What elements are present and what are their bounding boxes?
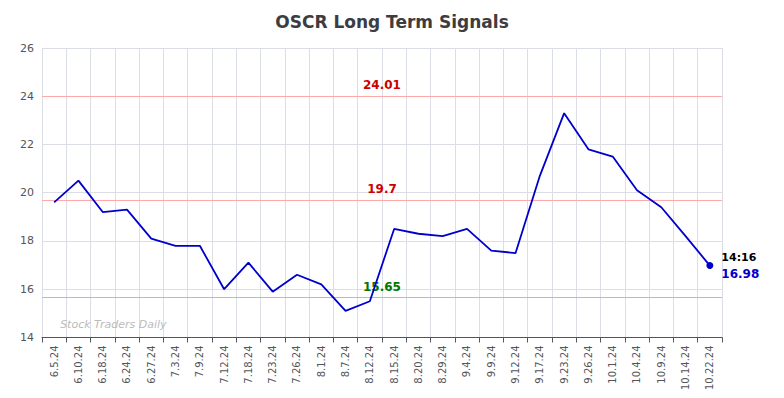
svg-text:6.18.24: 6.18.24 [97,345,108,383]
svg-text:6.10.24: 6.10.24 [73,345,84,383]
svg-text:8.29.24: 8.29.24 [437,345,448,383]
svg-text:8.15.24: 8.15.24 [389,345,400,383]
svg-text:8.20.24: 8.20.24 [413,345,424,383]
svg-text:7.9.24: 7.9.24 [194,345,205,377]
svg-text:16.98: 16.98 [721,267,759,281]
svg-text:8.12.24: 8.12.24 [364,345,375,383]
svg-text:9.12.24: 9.12.24 [510,345,521,383]
svg-text:6.27.24: 6.27.24 [146,345,157,383]
svg-text:16: 16 [20,283,34,296]
svg-text:10.22.24: 10.22.24 [704,345,715,390]
svg-text:9.26.24: 9.26.24 [583,345,594,383]
svg-text:10.9.24: 10.9.24 [656,345,667,383]
svg-text:7.3.24: 7.3.24 [170,345,181,377]
svg-text:14: 14 [20,331,34,344]
svg-text:OSCR Long Term Signals: OSCR Long Term Signals [275,12,509,32]
svg-text:9.17.24: 9.17.24 [534,345,545,383]
svg-text:14:16: 14:16 [721,251,756,264]
svg-text:9.9.24: 9.9.24 [486,345,497,377]
svg-text:19.7: 19.7 [367,182,397,196]
svg-text:Stock Traders Daily: Stock Traders Daily [60,318,167,331]
svg-text:8.7.24: 8.7.24 [340,345,351,377]
svg-text:8.1.24: 8.1.24 [316,345,327,377]
svg-text:7.26.24: 7.26.24 [291,345,302,383]
svg-text:9.4.24: 9.4.24 [461,345,472,377]
svg-text:7.23.24: 7.23.24 [267,345,278,383]
svg-text:7.12.24: 7.12.24 [219,345,230,383]
svg-text:6.24.24: 6.24.24 [121,345,132,383]
svg-text:9.23.24: 9.23.24 [559,345,570,383]
svg-text:22: 22 [20,138,34,151]
svg-text:7.18.24: 7.18.24 [243,345,254,383]
svg-text:24.01: 24.01 [363,78,401,92]
svg-text:26: 26 [20,42,34,55]
svg-text:20: 20 [20,186,34,199]
svg-text:10.4.24: 10.4.24 [631,345,642,383]
svg-text:24: 24 [20,90,34,103]
svg-text:10.1.24: 10.1.24 [607,345,618,383]
svg-text:18: 18 [20,234,34,247]
svg-text:15.65: 15.65 [363,280,401,294]
svg-text:6.5.24: 6.5.24 [49,345,60,377]
svg-text:10.14.24: 10.14.24 [680,345,691,390]
